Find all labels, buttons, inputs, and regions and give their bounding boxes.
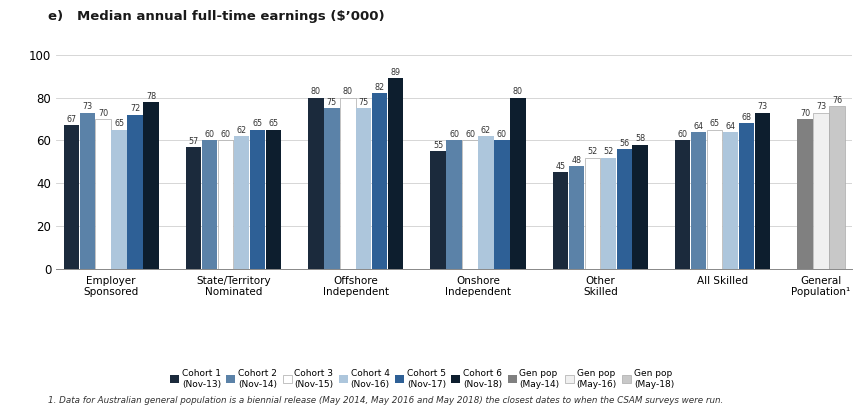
Text: 73: 73	[758, 102, 767, 112]
Bar	[798, 119, 813, 269]
Text: 57: 57	[189, 136, 199, 146]
Text: 72: 72	[130, 105, 140, 114]
Text: 60: 60	[678, 130, 688, 139]
Text: 65: 65	[114, 119, 125, 129]
Text: 73: 73	[816, 102, 826, 112]
Bar	[600, 158, 616, 269]
Text: 62: 62	[481, 126, 491, 135]
Text: 68: 68	[741, 113, 752, 122]
Bar	[617, 149, 632, 269]
Bar	[632, 144, 648, 269]
Bar	[553, 173, 568, 269]
Text: 60: 60	[497, 130, 507, 139]
Text: 52: 52	[603, 147, 613, 156]
Bar	[372, 94, 388, 269]
Bar	[266, 130, 281, 269]
Text: e)   Median annual full-time earnings ($’000): e) Median annual full-time earnings ($’0…	[48, 10, 384, 23]
Text: 78: 78	[146, 92, 156, 101]
Bar	[478, 136, 494, 269]
Bar	[813, 113, 829, 269]
Bar	[308, 98, 324, 269]
Legend: Cohort 1
(Nov-13), Cohort 2
(Nov-14), Cohort 3
(Nov-15), Cohort 4
(Nov-16), Coho: Cohort 1 (Nov-13), Cohort 2 (Nov-14), Co…	[167, 365, 678, 392]
Text: 52: 52	[587, 147, 598, 156]
Text: 64: 64	[694, 122, 704, 131]
Text: 1. Data for Australian general population is a biennial release (May 2014, May 2: 1. Data for Australian general populatio…	[48, 396, 723, 405]
Bar	[250, 130, 266, 269]
Bar	[755, 113, 770, 269]
Text: 80: 80	[343, 88, 353, 96]
Bar	[144, 102, 159, 269]
Bar	[739, 123, 754, 269]
Bar	[127, 115, 143, 269]
Text: 67: 67	[67, 115, 76, 124]
Bar	[218, 140, 234, 269]
Bar	[494, 140, 509, 269]
Bar	[431, 151, 446, 269]
Text: 48: 48	[572, 156, 581, 165]
Text: 65: 65	[268, 119, 279, 129]
Bar	[462, 140, 477, 269]
Bar	[186, 147, 202, 269]
Text: 60: 60	[204, 130, 215, 139]
Text: 75: 75	[359, 98, 368, 107]
Bar	[63, 125, 79, 269]
Text: 64: 64	[726, 122, 735, 131]
Bar	[112, 130, 127, 269]
Text: 82: 82	[375, 83, 385, 92]
Text: 80: 80	[311, 88, 321, 96]
Bar	[80, 113, 95, 269]
Bar	[340, 98, 356, 269]
Text: 58: 58	[635, 134, 645, 143]
Text: 56: 56	[619, 139, 630, 148]
Bar	[356, 108, 371, 269]
Bar	[691, 132, 707, 269]
Bar	[707, 130, 722, 269]
Text: 62: 62	[236, 126, 247, 135]
Bar	[723, 132, 739, 269]
Bar	[568, 166, 584, 269]
Text: 60: 60	[465, 130, 475, 139]
Bar	[95, 119, 111, 269]
Bar	[675, 140, 690, 269]
Text: 65: 65	[709, 119, 720, 129]
Text: 70: 70	[98, 109, 108, 118]
Text: 45: 45	[555, 162, 566, 171]
Bar	[202, 140, 217, 269]
Bar	[446, 140, 462, 269]
Text: 73: 73	[82, 102, 93, 112]
Text: 89: 89	[391, 68, 400, 77]
Text: 60: 60	[221, 130, 230, 139]
Text: 55: 55	[433, 141, 443, 150]
Text: 76: 76	[832, 96, 842, 105]
Text: 65: 65	[253, 119, 262, 129]
Bar	[585, 158, 600, 269]
Bar	[388, 79, 403, 269]
Text: 75: 75	[327, 98, 337, 107]
Bar	[234, 136, 249, 269]
Text: 60: 60	[449, 130, 459, 139]
Text: 70: 70	[800, 109, 811, 118]
Bar	[830, 106, 845, 269]
Bar	[510, 98, 526, 269]
Text: 80: 80	[513, 88, 523, 96]
Bar	[324, 108, 340, 269]
